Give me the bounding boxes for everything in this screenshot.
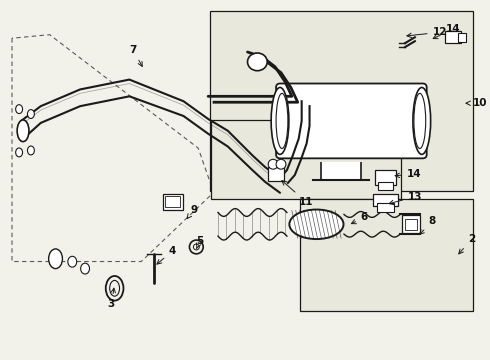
Ellipse shape [17, 120, 29, 141]
Ellipse shape [413, 87, 431, 154]
FancyBboxPatch shape [372, 194, 398, 206]
Ellipse shape [81, 263, 90, 274]
FancyBboxPatch shape [402, 215, 420, 233]
Bar [210, 10, 473, 191]
Text: 9: 9 [187, 204, 197, 219]
Text: 13: 13 [389, 192, 422, 204]
FancyBboxPatch shape [276, 84, 427, 158]
Text: 14: 14 [395, 169, 421, 179]
FancyBboxPatch shape [165, 196, 180, 207]
FancyBboxPatch shape [163, 194, 183, 210]
Circle shape [268, 159, 278, 169]
Text: 3: 3 [0, 359, 1, 360]
Text: 2: 2 [459, 234, 475, 254]
Ellipse shape [271, 87, 289, 154]
Ellipse shape [276, 93, 288, 148]
FancyBboxPatch shape [458, 33, 466, 42]
Text: 6: 6 [351, 212, 368, 224]
Text: 11: 11 [282, 181, 313, 207]
Text: 4: 4 [157, 246, 176, 264]
FancyBboxPatch shape [377, 203, 394, 212]
Ellipse shape [68, 256, 77, 267]
Text: 12: 12 [407, 27, 447, 37]
FancyBboxPatch shape [378, 183, 393, 190]
Bar [211, 120, 401, 199]
FancyBboxPatch shape [405, 219, 417, 230]
FancyBboxPatch shape [268, 167, 284, 181]
Text: 1: 1 [0, 359, 1, 360]
Ellipse shape [247, 53, 267, 71]
Ellipse shape [16, 105, 23, 113]
Circle shape [276, 159, 286, 169]
Text: 8: 8 [419, 216, 436, 234]
Text: 10: 10 [466, 98, 488, 108]
Ellipse shape [27, 109, 34, 118]
Polygon shape [321, 162, 361, 180]
Ellipse shape [16, 148, 23, 157]
Text: 7: 7 [129, 45, 142, 66]
Text: 3: 3 [108, 288, 116, 309]
Ellipse shape [49, 249, 62, 269]
Ellipse shape [290, 210, 343, 239]
Text: 14: 14 [433, 24, 460, 39]
Ellipse shape [414, 93, 426, 148]
Text: 5: 5 [196, 236, 203, 249]
FancyBboxPatch shape [374, 170, 396, 185]
Bar [299, 199, 473, 311]
Ellipse shape [27, 146, 34, 155]
FancyBboxPatch shape [445, 31, 461, 43]
